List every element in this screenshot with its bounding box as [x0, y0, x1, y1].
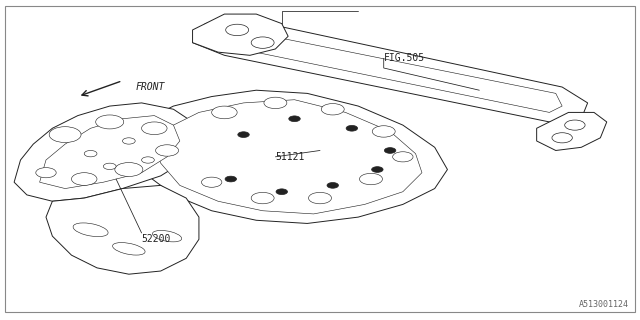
Polygon shape — [154, 100, 422, 214]
Circle shape — [289, 116, 300, 122]
Circle shape — [360, 173, 383, 185]
Polygon shape — [40, 116, 180, 188]
Circle shape — [96, 115, 124, 129]
Circle shape — [202, 177, 222, 187]
Circle shape — [49, 127, 81, 142]
Circle shape — [141, 157, 154, 163]
Circle shape — [327, 182, 339, 188]
Text: FIG.505: FIG.505 — [384, 53, 425, 63]
Text: A513001124: A513001124 — [579, 300, 629, 309]
Circle shape — [552, 133, 572, 143]
Polygon shape — [193, 14, 288, 55]
Circle shape — [84, 150, 97, 157]
Polygon shape — [14, 103, 199, 201]
Circle shape — [564, 120, 585, 130]
Circle shape — [122, 138, 135, 144]
Polygon shape — [537, 112, 607, 150]
Circle shape — [226, 24, 248, 36]
Circle shape — [141, 122, 167, 135]
Circle shape — [251, 37, 274, 48]
Circle shape — [321, 104, 344, 115]
Text: 51121: 51121 — [275, 152, 305, 162]
Circle shape — [372, 126, 395, 137]
Circle shape — [372, 167, 383, 172]
Circle shape — [238, 132, 249, 138]
Circle shape — [251, 192, 274, 204]
Circle shape — [393, 152, 413, 162]
Text: 52200: 52200 — [141, 234, 171, 244]
Polygon shape — [46, 185, 199, 274]
Circle shape — [103, 163, 116, 170]
Circle shape — [346, 125, 358, 131]
Circle shape — [308, 192, 332, 204]
Ellipse shape — [152, 230, 182, 242]
Polygon shape — [135, 90, 447, 223]
Circle shape — [212, 106, 237, 119]
Circle shape — [115, 163, 143, 177]
Circle shape — [225, 176, 237, 182]
Polygon shape — [193, 17, 588, 122]
Polygon shape — [212, 27, 562, 112]
Circle shape — [72, 173, 97, 185]
Ellipse shape — [73, 223, 108, 237]
Ellipse shape — [113, 243, 145, 255]
Circle shape — [264, 97, 287, 108]
Circle shape — [276, 189, 287, 195]
Circle shape — [385, 148, 396, 153]
Circle shape — [36, 168, 56, 178]
Circle shape — [156, 145, 179, 156]
Text: FRONT: FRONT — [135, 82, 164, 92]
